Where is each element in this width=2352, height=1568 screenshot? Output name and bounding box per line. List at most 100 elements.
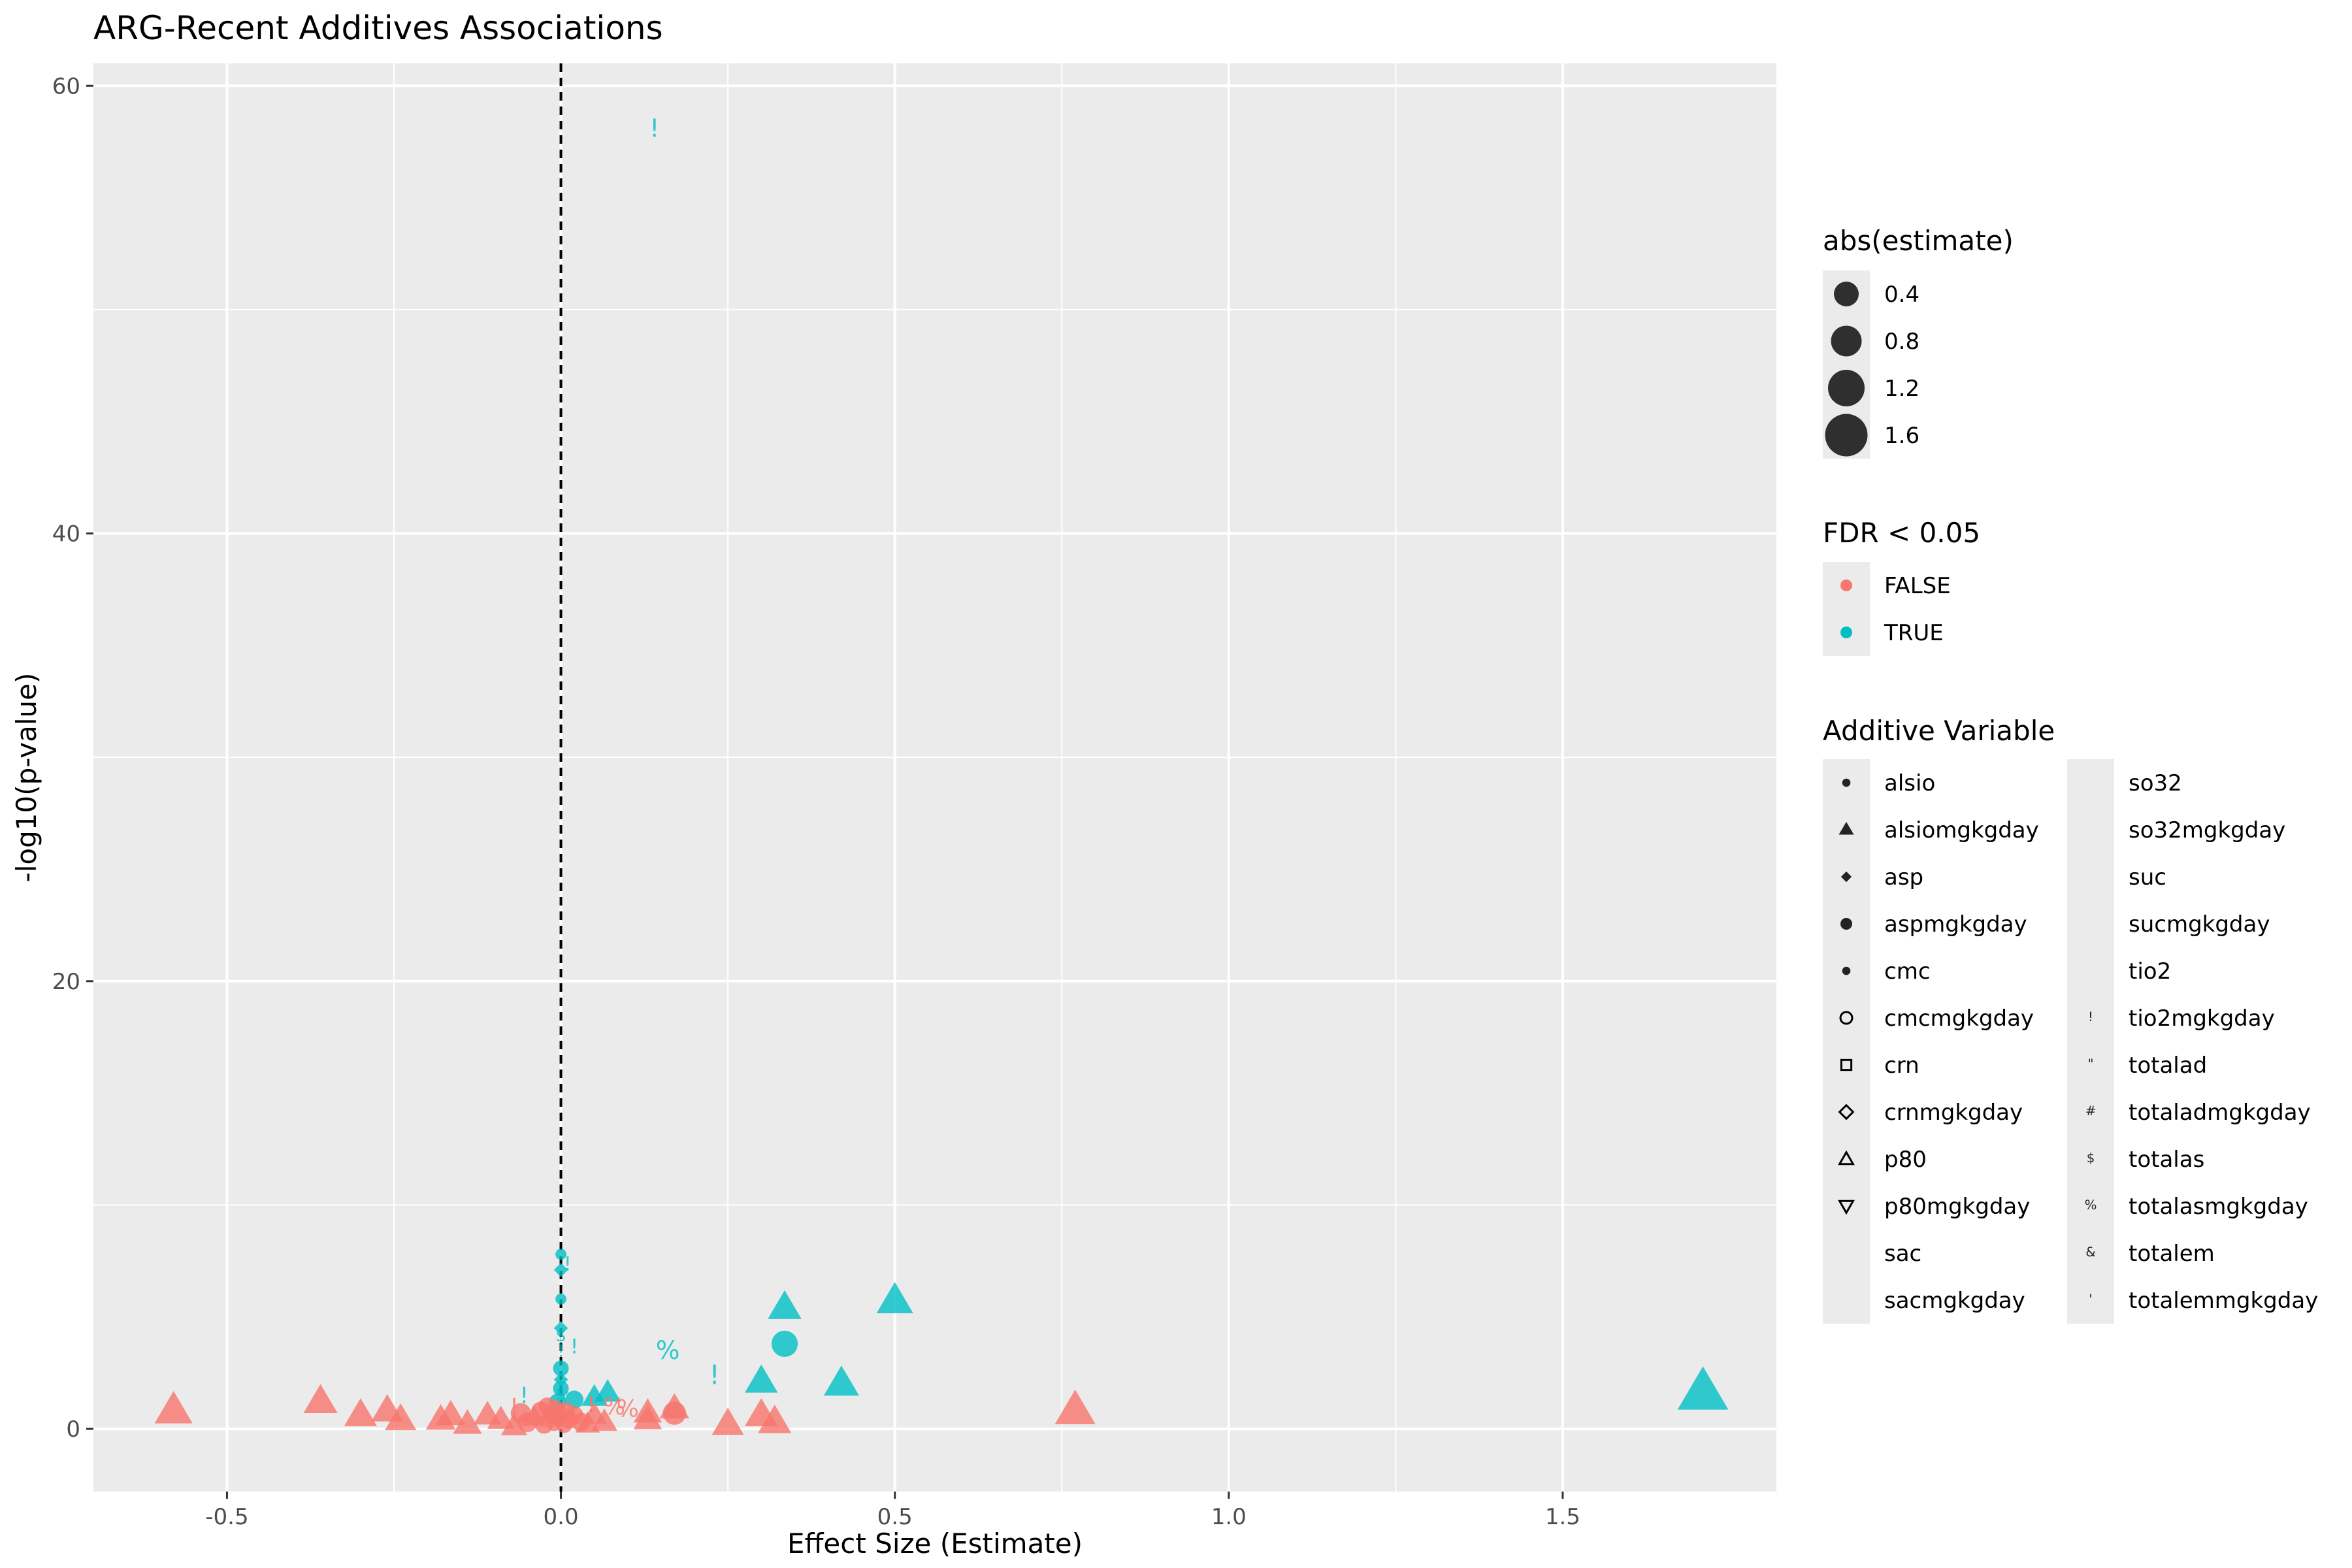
axes: -0.5 0.0 0.5 1.0 1.5 0 20 40 60 (52, 73, 1580, 1530)
shape-legend-label: totalem (2129, 1241, 2215, 1267)
size-legend-label: 1.2 (1884, 376, 1919, 402)
x-tick-label: -0.5 (205, 1504, 248, 1530)
color-legend-key (1840, 580, 1852, 591)
shape-legend-label: totaladmgkgday (2129, 1100, 2311, 1126)
data-point: ! (587, 1392, 595, 1417)
shape-legend-label: crnmgkgday (1884, 1100, 2023, 1126)
size-legend-key (1825, 414, 1868, 457)
shape-legend-label: crn (1884, 1053, 1919, 1079)
shape-legend-label: alsiomgkgday (1884, 817, 2039, 843)
shape-legend-key (1839, 1011, 1854, 1025)
shape-legend-label: totalad (2129, 1053, 2207, 1079)
data-point: $ (555, 1326, 566, 1346)
shape-legend-label: cmcmgkgday (1884, 1005, 2034, 1032)
x-tick-label: 1.5 (1545, 1504, 1580, 1530)
y-tick-label: 0 (66, 1416, 80, 1443)
color-legend-label: FALSE (1884, 573, 1951, 599)
data-point (436, 1399, 466, 1426)
size-legend-key (1828, 370, 1865, 406)
data-point: ! (709, 1360, 720, 1391)
data-point: % (656, 1336, 680, 1365)
color-legend-keys-bg (1823, 562, 1870, 656)
y-tick-label: 20 (52, 969, 80, 995)
shape-legend-key: " (2087, 1056, 2093, 1071)
data-point (633, 1405, 662, 1429)
shape-legend-key (1838, 1103, 1855, 1120)
shape-legend-label: tio2mgkgday (2129, 1005, 2275, 1032)
data-point (591, 1408, 617, 1431)
shape-legend-label: sac (1884, 1241, 1921, 1267)
shape-legend-key (1840, 871, 1852, 883)
data-point: ! (564, 1252, 572, 1275)
data-point: ! (557, 1341, 564, 1362)
data-point (555, 1249, 566, 1260)
x-tick-label: 1.0 (1211, 1504, 1247, 1530)
data-point (662, 1401, 687, 1425)
shape-legend-key: ! (2088, 1009, 2093, 1024)
data-point (553, 1262, 568, 1277)
data-point (711, 1407, 744, 1435)
data-point: ! (510, 1394, 519, 1420)
data-point (500, 1413, 528, 1435)
data-point (876, 1282, 913, 1314)
legends: abs(estimate) 0.4 0.8 1.2 1.6 FDR < 0.05 FALSE… (1823, 225, 2318, 1324)
data-point (303, 1384, 338, 1414)
size-legend-label: 0.4 (1884, 282, 1919, 308)
shape-legend-title: Additive Variable (1823, 715, 2055, 747)
size-legend-key (1831, 325, 1862, 357)
color-legend-key (1840, 627, 1852, 638)
x-axis-label: Effect Size (Estimate) (787, 1527, 1083, 1560)
shape-legend-key (1838, 821, 1854, 835)
data-point: % (604, 1394, 625, 1420)
data-point (1054, 1389, 1096, 1424)
data-point (487, 1405, 515, 1429)
shape-legend-key (1840, 1058, 1853, 1071)
size-legend-title: abs(estimate) (1823, 225, 2014, 257)
data-point (385, 1403, 417, 1431)
data-point (581, 1384, 608, 1406)
shape-legend-key: & (2085, 1245, 2095, 1260)
data-point (344, 1397, 378, 1426)
size-legend-label: 1.6 (1884, 423, 1919, 449)
shape-legend-label: sacmgkgday (1884, 1288, 2025, 1314)
x-tick-label: 0.5 (877, 1504, 913, 1530)
data-point (553, 1360, 569, 1377)
shape-legend-key: ' (2089, 1292, 2092, 1307)
shape-legend-label: tio2 (2129, 958, 2171, 985)
shape-legend-label: totalasmgkgday (2129, 1194, 2308, 1220)
shape-legend-label: p80mgkgday (1884, 1194, 2030, 1220)
shape-legend-label: sucmgkgday (2129, 911, 2270, 938)
shape-legend-key (1838, 1150, 1855, 1166)
color-legend-label: TRUE (1884, 620, 1944, 646)
x-tick-label: 0.0 (544, 1504, 579, 1530)
data-point (758, 1404, 792, 1433)
data-points: !%!!!$!$!%%!! (154, 114, 1729, 1435)
data-point (453, 1409, 482, 1434)
shape-legend-keys-bg (1823, 759, 1870, 1324)
data-point (553, 1372, 568, 1387)
data-point: ! (649, 114, 659, 142)
plot-panel (93, 63, 1776, 1492)
data-point: ! (520, 1382, 529, 1408)
y-axis-label: -log10(p-value) (10, 673, 42, 883)
shape-legend-label: so32 (2129, 770, 2182, 796)
data-point (823, 1365, 859, 1396)
shape-legend-label: alsio (1884, 770, 1935, 796)
data-point (768, 1290, 802, 1319)
data-point (555, 1293, 566, 1305)
data-point: % (617, 1395, 639, 1423)
data-point (744, 1364, 778, 1393)
shape-legend-label: totalas (2129, 1147, 2204, 1173)
shape-legend-key (1840, 918, 1852, 930)
data-point: ! (570, 1335, 578, 1358)
shape-legend-label: cmc (1884, 958, 1931, 985)
color-legend-title: FDR < 0.05 (1823, 517, 1980, 549)
data-point (1677, 1366, 1729, 1410)
shape-legend-key (1842, 966, 1851, 975)
shape-legend-key (1838, 1200, 1855, 1215)
shape-legend-key: % (2085, 1198, 2097, 1213)
shape-legend-key (1842, 778, 1851, 787)
data-point (553, 1321, 568, 1335)
shape-legend-label: totalemmgkgday (2129, 1288, 2318, 1314)
shape-legend-key: $ (2087, 1151, 2095, 1166)
